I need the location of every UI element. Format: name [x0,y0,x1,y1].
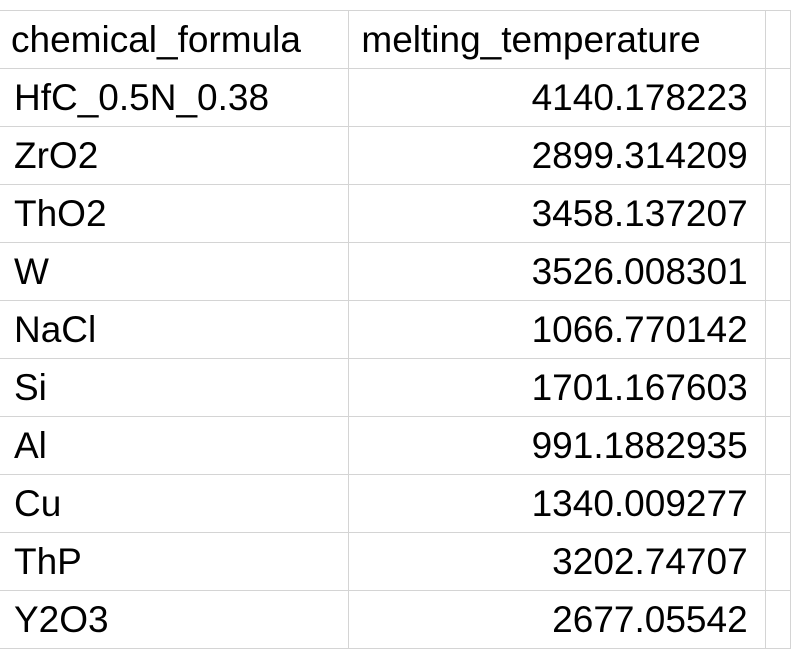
table-row: W 3526.008301 [0,242,792,301]
empty-cell[interactable] [764,242,792,301]
empty-cell[interactable] [764,68,792,127]
cell-chemical-formula[interactable]: HfC_0.5N_0.38 [0,68,350,127]
empty-cell[interactable] [764,358,792,417]
cell-melting-temperature[interactable]: 1066.770142 [348,300,766,359]
table-row: ThO2 3458.137207 [0,184,792,243]
cell-melting-temperature[interactable]: 4140.178223 [348,68,766,127]
cell-chemical-formula[interactable]: Cu [0,474,350,533]
table-row: Cu 1340.009277 [0,474,792,533]
table-row: Y2O3 2677.05542 [0,590,792,649]
data-table: chemical_formula melting_temperature HfC… [0,10,792,649]
cell-chemical-formula[interactable]: W [0,242,350,301]
table-row: ZrO2 2899.314209 [0,126,792,185]
empty-cell[interactable] [764,590,792,649]
cell-chemical-formula[interactable]: NaCl [0,300,350,359]
empty-cell[interactable] [764,184,792,243]
empty-cell[interactable] [764,532,792,591]
cell-chemical-formula[interactable]: ThP [0,532,350,591]
cell-chemical-formula[interactable]: Al [0,416,350,475]
cell-chemical-formula[interactable]: Si [0,358,350,417]
table-row: Al 991.1882935 [0,416,792,475]
cell-chemical-formula[interactable]: ZrO2 [0,126,350,185]
table-row: ThP 3202.74707 [0,532,792,591]
table-row: NaCl 1066.770142 [0,300,792,359]
cell-melting-temperature[interactable]: 2899.314209 [348,126,766,185]
table-row: HfC_0.5N_0.38 4140.178223 [0,68,792,127]
cell-chemical-formula[interactable]: ThO2 [0,184,350,243]
header-row: chemical_formula melting_temperature [0,10,792,69]
empty-cell[interactable] [764,10,792,69]
cell-melting-temperature[interactable]: 1340.009277 [348,474,766,533]
empty-cell[interactable] [764,300,792,359]
table-row: Si 1701.167603 [0,358,792,417]
header-cell-chemical-formula[interactable]: chemical_formula [0,10,350,69]
cell-melting-temperature[interactable]: 3202.74707 [348,532,766,591]
cell-melting-temperature[interactable]: 2677.05542 [348,590,766,649]
cell-melting-temperature[interactable]: 991.1882935 [348,416,766,475]
empty-cell[interactable] [764,416,792,475]
empty-cell[interactable] [764,474,792,533]
cell-chemical-formula[interactable]: Y2O3 [0,590,350,649]
empty-cell[interactable] [764,126,792,185]
cell-melting-temperature[interactable]: 3458.137207 [348,184,766,243]
header-cell-melting-temperature[interactable]: melting_temperature [348,10,766,69]
cell-melting-temperature[interactable]: 1701.167603 [348,358,766,417]
cell-melting-temperature[interactable]: 3526.008301 [348,242,766,301]
